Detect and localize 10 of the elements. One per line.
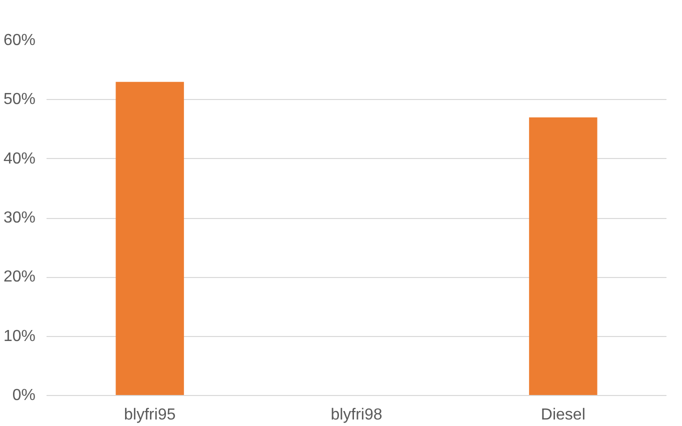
- y-tick-label: 40%: [3, 150, 36, 168]
- y-tick-label: 0%: [12, 387, 36, 404]
- x-tick-label: blyfri98: [330, 406, 382, 424]
- y-tick-label: 30%: [3, 210, 36, 226]
- x-tick-label: Diesel: [540, 406, 586, 424]
- y-tick-label: 50%: [3, 91, 36, 108]
- y-tick-label: 20%: [3, 268, 36, 286]
- y-tick-label: 10%: [3, 328, 36, 345]
- x-tick-label: blyfri95: [124, 406, 176, 424]
- y-tick-label: 60%: [3, 32, 36, 49]
